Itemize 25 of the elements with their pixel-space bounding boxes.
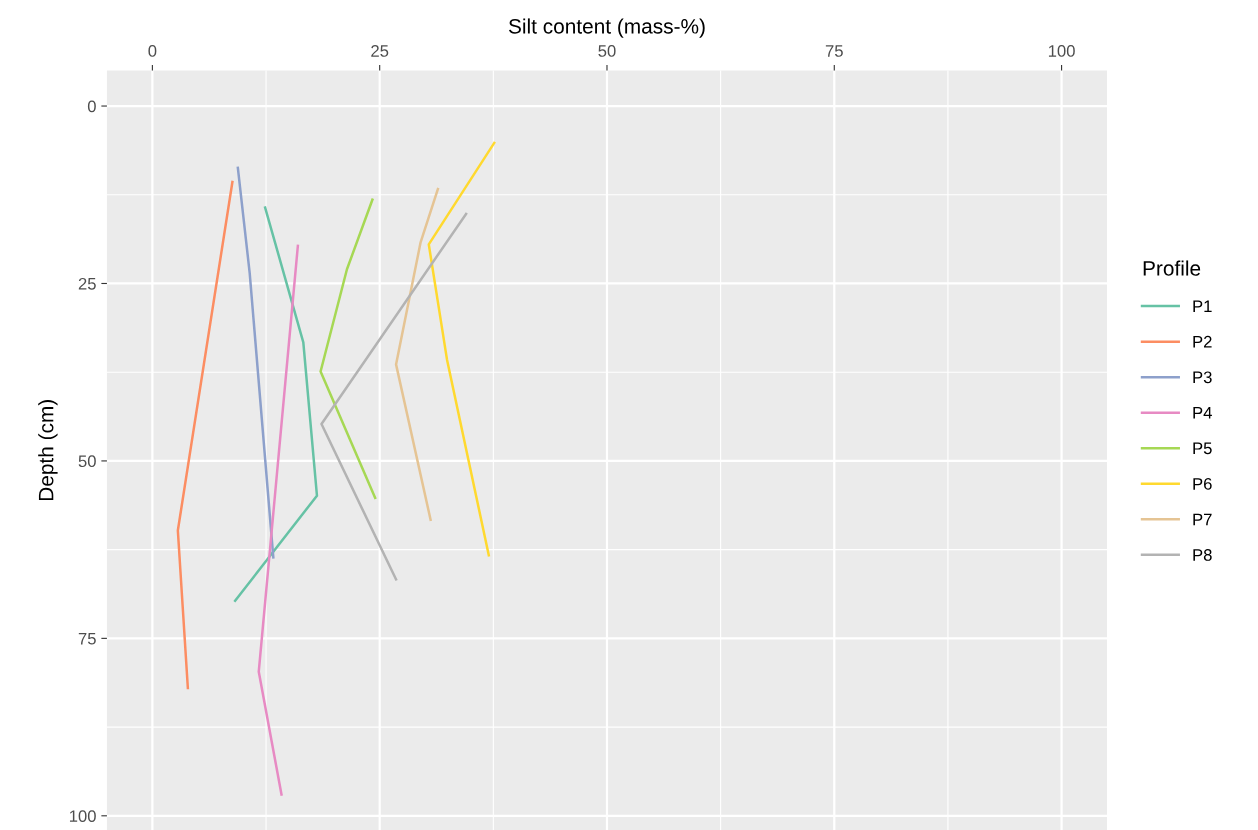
legend-label: P5 xyxy=(1193,442,1212,455)
x-axis-title: Silt content (mass-%) xyxy=(508,18,705,38)
y-tick-label: 25 xyxy=(78,277,96,290)
x-tick-label: 0 xyxy=(148,45,157,57)
y-tick-label: 50 xyxy=(78,455,96,468)
x-tick-label: 50 xyxy=(598,45,616,57)
line-series xyxy=(394,187,440,522)
line-series xyxy=(233,206,319,602)
x-tick-label: 100 xyxy=(1048,45,1075,57)
x-tick-label: 75 xyxy=(825,45,843,57)
legend-label: P6 xyxy=(1193,477,1212,490)
legend-label: P4 xyxy=(1193,407,1212,419)
legend-label: P7 xyxy=(1193,513,1212,526)
legend-label: P3 xyxy=(1193,371,1212,384)
y-tick-label: 75 xyxy=(78,632,96,645)
line-series xyxy=(427,141,496,557)
y-tick-label: 100 xyxy=(69,810,96,823)
legend-label: P1 xyxy=(1193,300,1212,312)
x-tick-label: 25 xyxy=(371,45,389,57)
legend-label: P2 xyxy=(1193,335,1212,348)
line-series xyxy=(319,198,377,500)
legend-title: Profile xyxy=(1143,260,1201,276)
y-tick-label: 0 xyxy=(87,100,96,113)
y-axis-title: Depth (cm) xyxy=(38,400,58,501)
legend-label: P8 xyxy=(1193,549,1212,561)
